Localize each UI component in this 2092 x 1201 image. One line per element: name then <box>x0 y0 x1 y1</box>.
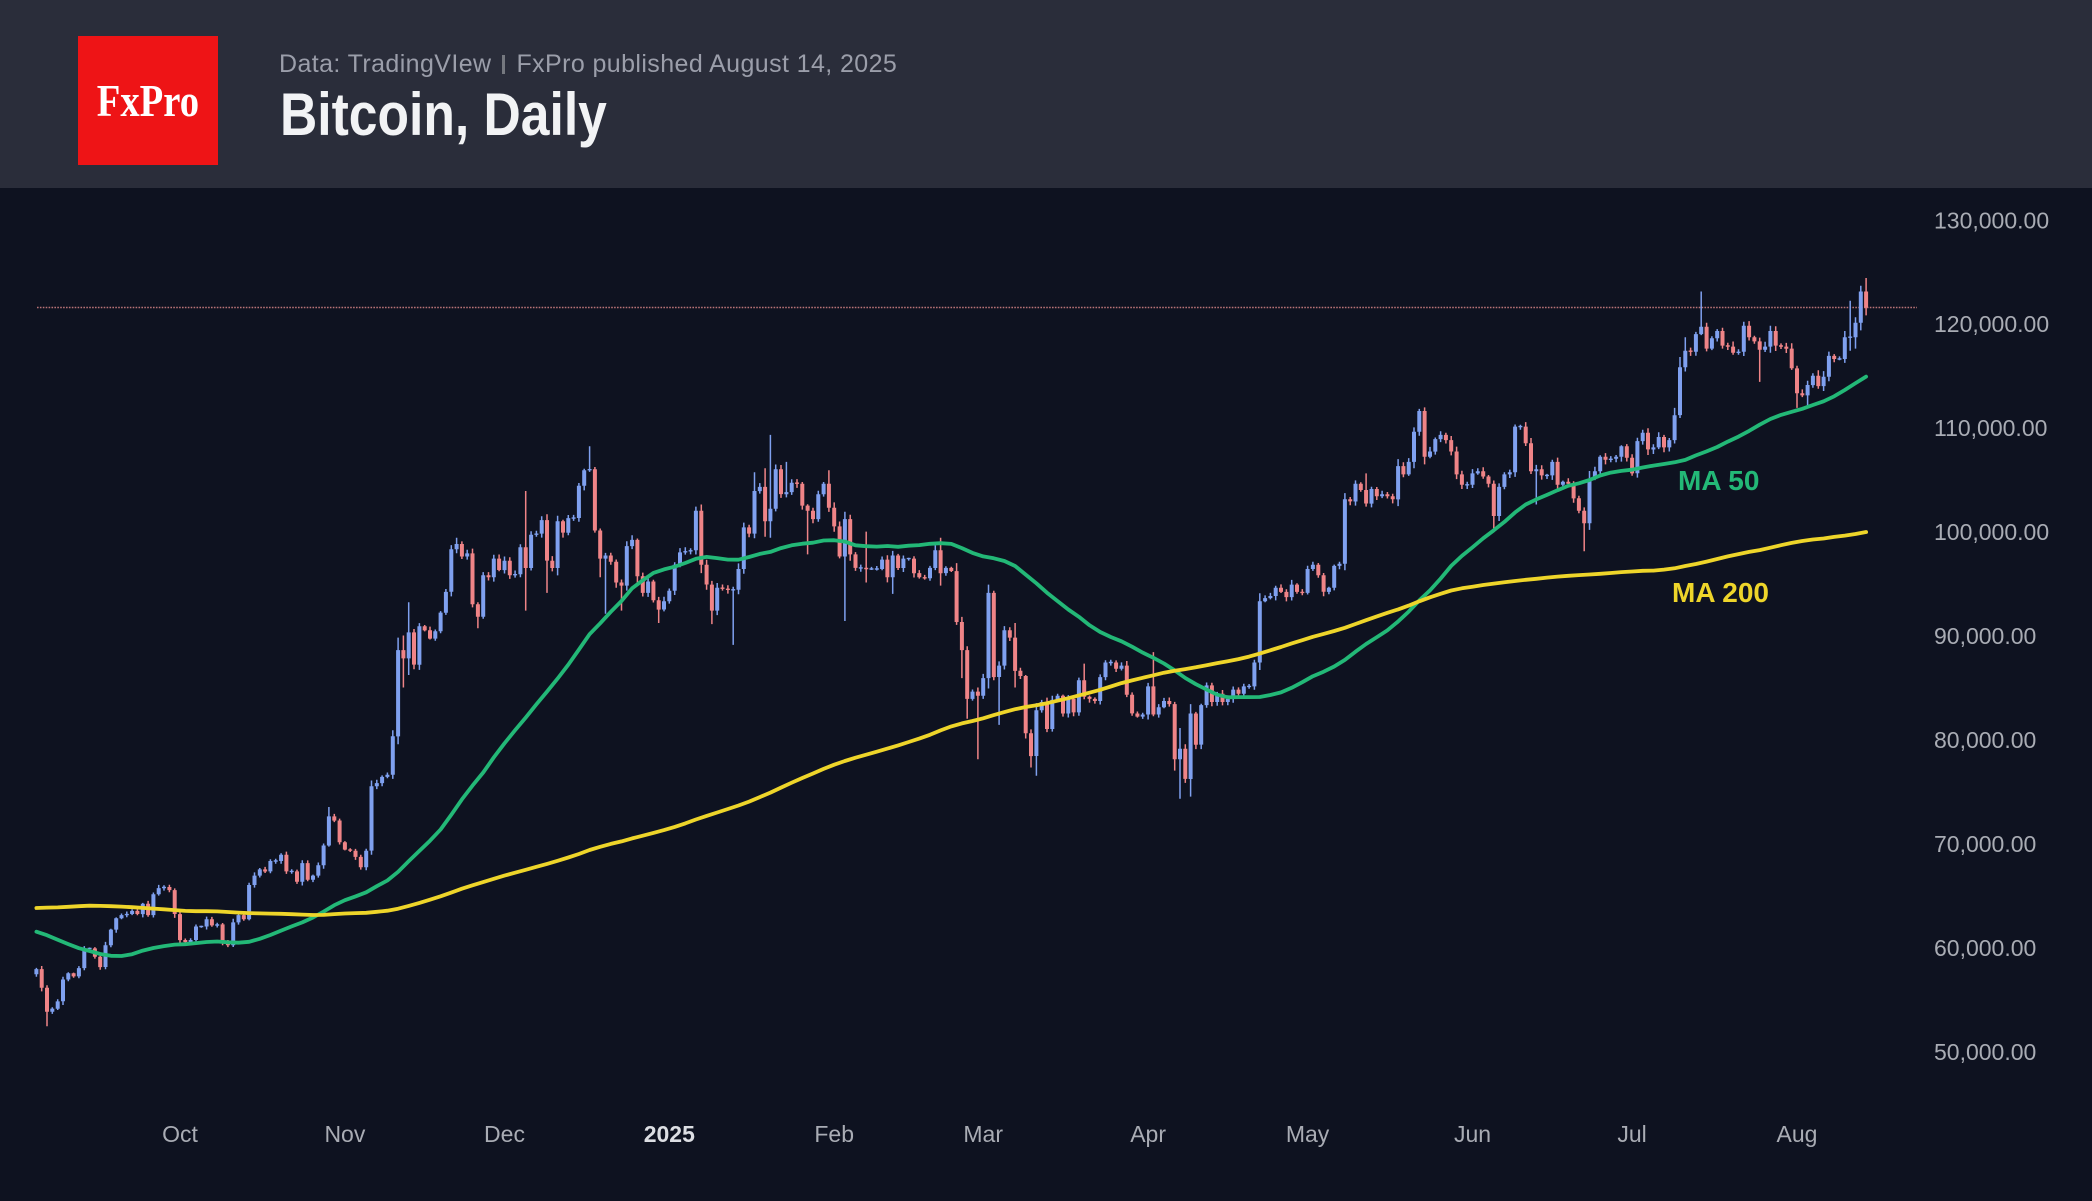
svg-text:Mar: Mar <box>963 1121 1003 1147</box>
svg-text:Nov: Nov <box>324 1121 365 1147</box>
svg-text:130,000.00: 130,000.00 <box>1934 207 2049 233</box>
svg-text:2025: 2025 <box>644 1121 695 1147</box>
svg-text:Dec: Dec <box>484 1121 525 1147</box>
svg-text:120,000.00: 120,000.00 <box>1934 311 2049 337</box>
svg-text:Feb: Feb <box>814 1121 854 1147</box>
svg-text:100,000.00: 100,000.00 <box>1934 519 2049 545</box>
svg-text:50,000.00: 50,000.00 <box>1934 1039 2036 1065</box>
svg-text:Aug: Aug <box>1777 1121 1818 1147</box>
svg-text:90,000.00: 90,000.00 <box>1934 623 2036 649</box>
svg-text:Jun: Jun <box>1454 1121 1491 1147</box>
svg-text:MA 50: MA 50 <box>1678 465 1759 496</box>
svg-text:Apr: Apr <box>1130 1121 1166 1147</box>
svg-text:Oct: Oct <box>162 1121 198 1147</box>
svg-text:May: May <box>1286 1121 1330 1147</box>
svg-text:MA 200: MA 200 <box>1672 577 1769 608</box>
svg-text:80,000.00: 80,000.00 <box>1934 727 2036 753</box>
svg-text:Jul: Jul <box>1617 1121 1646 1147</box>
svg-text:60,000.00: 60,000.00 <box>1934 935 2036 961</box>
svg-text:70,000.00: 70,000.00 <box>1934 831 2036 857</box>
svg-text:110,000.00: 110,000.00 <box>1934 415 2047 441</box>
